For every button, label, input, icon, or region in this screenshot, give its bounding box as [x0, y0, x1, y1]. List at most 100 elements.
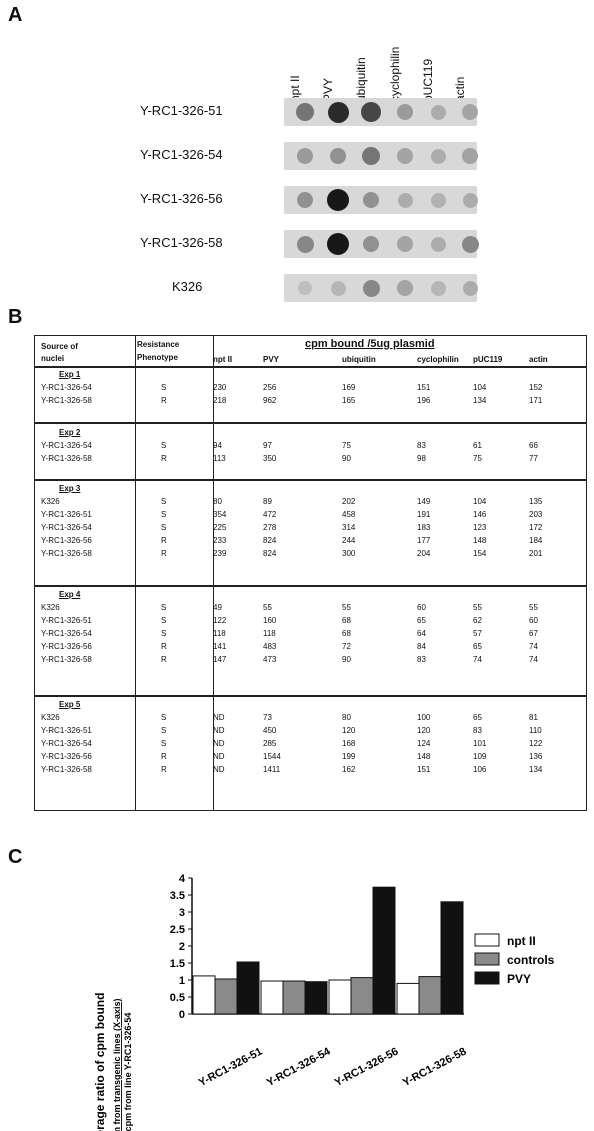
table-cell-value: 77 — [529, 454, 538, 463]
table-cell-value: 55 — [263, 603, 272, 612]
bar-pvy — [440, 901, 464, 1015]
header-column-label: pUC119 — [473, 355, 503, 364]
blot-dot — [430, 148, 446, 164]
table-cell-value: 1411 — [263, 765, 281, 774]
exp-label: Exp 4 — [59, 590, 81, 599]
table-cell-value: 199 — [342, 752, 356, 761]
table-cell-value: ND — [213, 713, 225, 722]
blot-dot — [397, 192, 413, 208]
table-cell-value: 57 — [473, 629, 482, 638]
table-cell-phenotype: S — [161, 510, 167, 519]
header-divider — [35, 366, 586, 368]
table-cell-value: ND — [213, 752, 225, 761]
x-tick-label: Y-RC1-326-54 — [265, 1045, 333, 1089]
table-cell-value: 147 — [213, 655, 227, 664]
table-cell-phenotype: S — [161, 713, 167, 722]
table-cell-value: 118 — [213, 629, 226, 638]
bar-controls — [282, 980, 306, 1015]
blot-dot — [397, 280, 413, 296]
table-cell-source: K326 — [41, 713, 60, 722]
blot-dot — [430, 236, 446, 252]
blot-dot — [430, 280, 446, 296]
blot-dot — [362, 279, 380, 297]
table-cell-value: 61 — [473, 441, 482, 450]
table-cell-value: 94 — [213, 441, 222, 450]
table-cell-value: 141 — [213, 642, 227, 651]
y-tick-label: 3.5 — [170, 890, 185, 902]
blot-strip — [284, 274, 477, 302]
blot-row-label: Y-RC1-326-54 — [140, 147, 223, 162]
table-cell-value: 165 — [342, 396, 356, 405]
y-tick-label: 1 — [179, 975, 185, 987]
table-cell-value: 89 — [263, 497, 272, 506]
table-cell-value: 60 — [529, 616, 538, 625]
blot-dot — [462, 104, 478, 120]
table-cell-source: Y-RC1-326-54 — [41, 739, 92, 748]
table-cell-value: 62 — [473, 616, 482, 625]
panel-c-letter: C — [8, 846, 23, 868]
header-source-line2: nuclei — [41, 354, 65, 363]
header-cpm-title: cpm bound /5ug plasmid — [305, 338, 435, 350]
exp-divider — [35, 695, 586, 697]
blot-dot — [397, 148, 413, 164]
table-cell-phenotype: S — [161, 616, 167, 625]
legend-label: PVY — [507, 972, 531, 986]
legend-label: controls — [507, 953, 555, 967]
table-cell-source: Y-RC1-326-58 — [41, 396, 92, 405]
table-cell-value: 201 — [529, 549, 543, 558]
table-cell-value: 123 — [473, 523, 487, 532]
blot-dot — [327, 189, 349, 211]
y-axis-sublabel-numerator: cpm from transgenic lines (X-axis) — [112, 998, 122, 1131]
table-cell-value: 162 — [342, 765, 356, 774]
table-cell-value: 122 — [213, 616, 227, 625]
blot-dot — [296, 235, 314, 253]
blot-row-label: Y-RC1-326-58 — [140, 235, 223, 250]
blot-column-label: ubiquitin — [354, 57, 368, 102]
table-cell-value: ND — [213, 765, 225, 774]
y-tick-label: 0.5 — [170, 992, 185, 1004]
table-cell-value: 168 — [342, 739, 356, 748]
header-column-label: npt II — [213, 355, 233, 364]
table-cell-value: 300 — [342, 549, 356, 558]
table-cell-value: 191 — [417, 510, 431, 519]
table-cell-value: 134 — [473, 396, 487, 405]
blot-row-label: Y-RC1-326-51 — [140, 103, 223, 118]
x-tick-label: Y-RC1-326-51 — [197, 1046, 265, 1090]
blot-row-label: Y-RC1-326-56 — [140, 191, 223, 206]
table-cell-phenotype: R — [161, 752, 167, 761]
table-cell-phenotype: R — [161, 454, 167, 463]
table-cell-value: 177 — [417, 536, 431, 545]
table-cell-value: 204 — [417, 549, 431, 558]
table-cell-value: 184 — [529, 536, 543, 545]
header-source-line1: Source of — [41, 342, 78, 351]
blot-dot — [361, 102, 381, 122]
table-cell-source: Y-RC1-326-56 — [41, 752, 92, 761]
table-cell-source: Y-RC1-326-54 — [41, 383, 92, 392]
table-cell-value: 483 — [263, 642, 277, 651]
table-cell-value: 68 — [342, 616, 351, 625]
y-tick-label: 2.5 — [170, 924, 185, 936]
table-cell-phenotype: R — [161, 765, 167, 774]
table-cell-value: 74 — [529, 655, 538, 664]
table-cell-value: 101 — [473, 739, 487, 748]
table-cell-value: 83 — [473, 726, 482, 735]
x-tick-label: Y-RC1-326-58 — [401, 1046, 469, 1090]
legend-swatch — [474, 971, 500, 985]
table-cell-value: 97 — [263, 441, 272, 450]
table-cell-value: 473 — [263, 655, 277, 664]
table-cell-value: 225 — [213, 523, 227, 532]
table-cell-phenotype: R — [161, 536, 167, 545]
table-cell-value: 152 — [529, 383, 543, 392]
table-cell-value: 154 — [473, 549, 487, 558]
table-cell-value: 81 — [529, 713, 538, 722]
bar-controls — [214, 978, 238, 1015]
header-column-label: PVY — [263, 355, 280, 364]
table-cell-phenotype: S — [161, 739, 167, 748]
table-cell-value: 84 — [417, 642, 426, 651]
table-cell-value: 172 — [529, 523, 543, 532]
blot-dot — [462, 192, 478, 208]
y-tick-label: 2 — [179, 941, 185, 953]
table-cell-value: 83 — [417, 441, 426, 450]
table-cell-phenotype: S — [161, 523, 167, 532]
blot-dot — [430, 192, 446, 208]
